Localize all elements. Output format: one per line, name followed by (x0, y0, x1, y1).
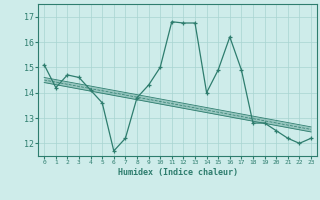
X-axis label: Humidex (Indice chaleur): Humidex (Indice chaleur) (118, 168, 238, 177)
